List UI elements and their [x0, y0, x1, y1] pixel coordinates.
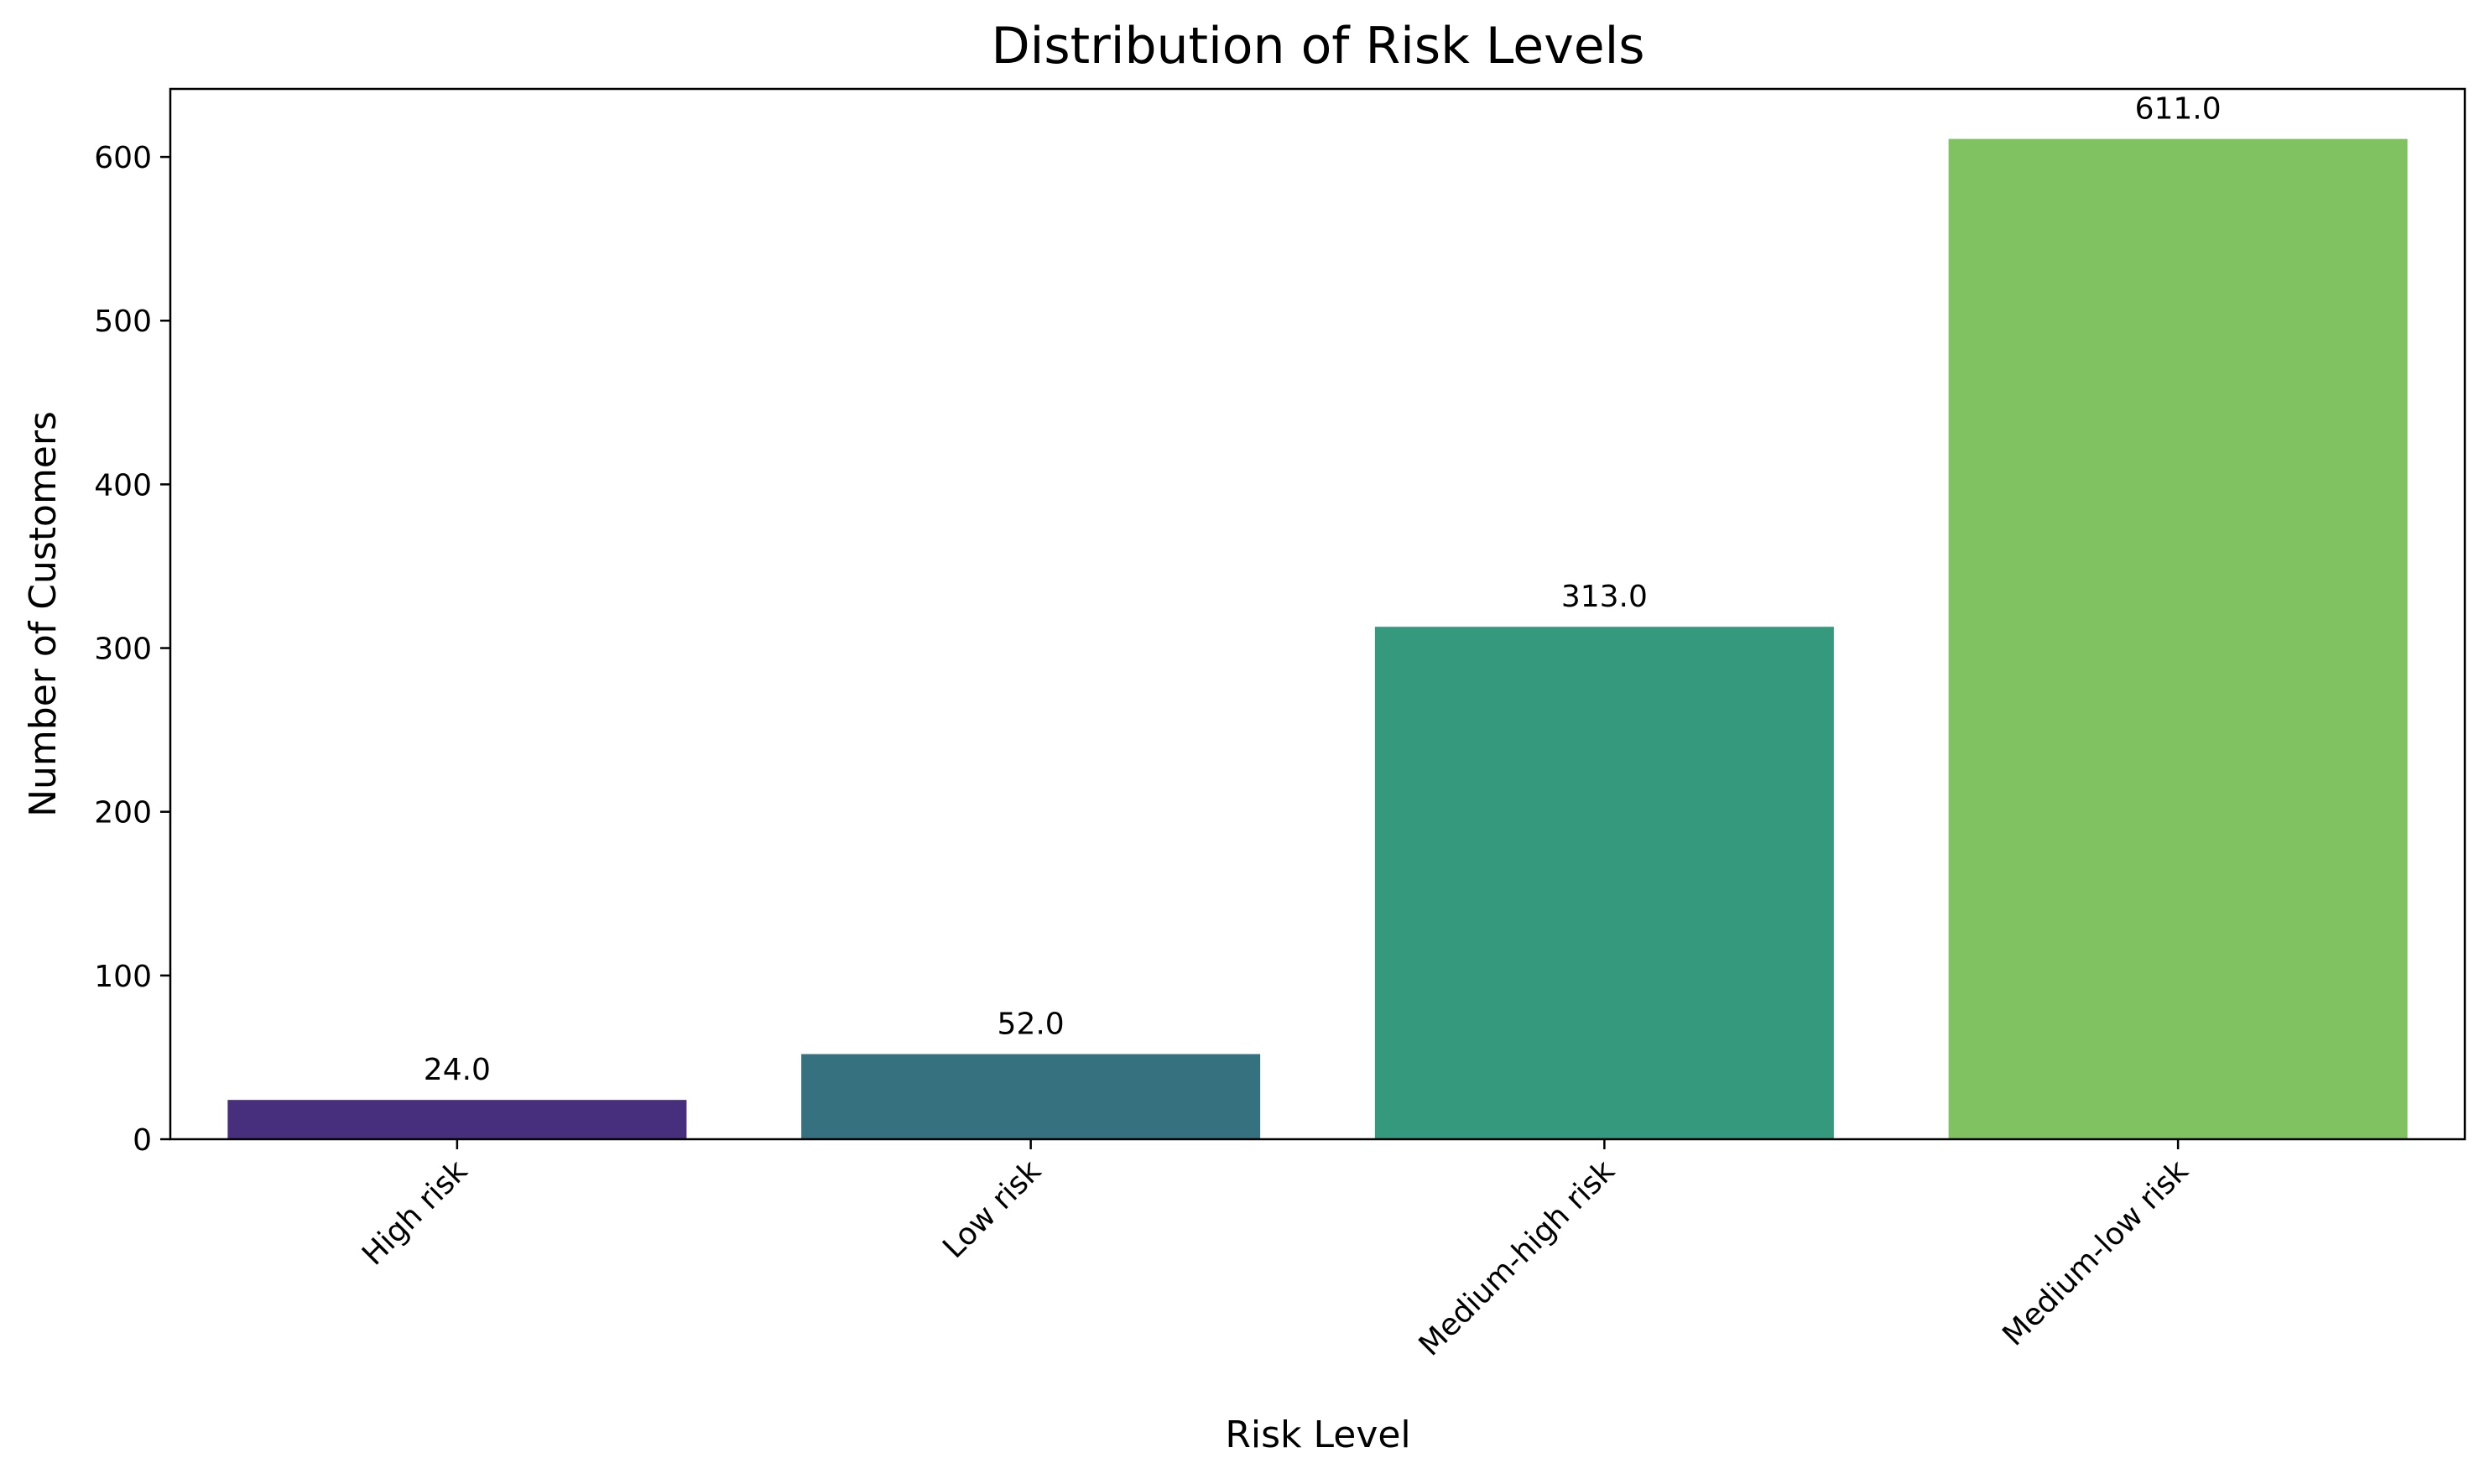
- y-tick-label: 300: [94, 633, 152, 667]
- chart-title: Distribution of Risk Levels: [991, 17, 1644, 76]
- bar-labels-layer: 24.0 52.0 313.0 611.0: [424, 92, 2222, 1088]
- x-axis-label: Risk Level: [1225, 1414, 1410, 1456]
- y-tick-label: 200: [94, 796, 152, 831]
- bar-value-label: 24.0: [424, 1053, 491, 1087]
- x-tick-label: Medium-low risk: [1996, 1153, 2195, 1352]
- bar-value-label: 611.0: [2135, 92, 2222, 127]
- y-tick-label: 400: [94, 468, 152, 502]
- y-axis: 0 100 200 300 400 500 600: [94, 141, 170, 1158]
- x-axis: High risk Low risk Medium-high risk Medium-…: [356, 1139, 2196, 1362]
- bar-medium-low-risk: [1948, 138, 2408, 1140]
- y-tick-label: 600: [94, 141, 152, 175]
- plot-frame: [169, 87, 2467, 1141]
- x-tick-label: Medium-high risk: [1413, 1153, 1622, 1362]
- y-axis-label: Number of Customers: [22, 411, 65, 817]
- bar-medium-high-risk: [1374, 627, 1834, 1139]
- bar-value-label: 52.0: [998, 1008, 1065, 1042]
- bars-layer: [227, 138, 2408, 1140]
- y-tick-label: 100: [94, 960, 152, 994]
- bar-low-risk: [801, 1054, 1261, 1139]
- bar-high-risk: [227, 1100, 687, 1139]
- bar-value-label: 313.0: [1561, 580, 1648, 614]
- x-tick-label: Low risk: [936, 1153, 1048, 1265]
- y-tick-label: 500: [94, 305, 152, 339]
- x-tick-label: High risk: [356, 1153, 474, 1272]
- y-tick-label: 0: [133, 1123, 152, 1158]
